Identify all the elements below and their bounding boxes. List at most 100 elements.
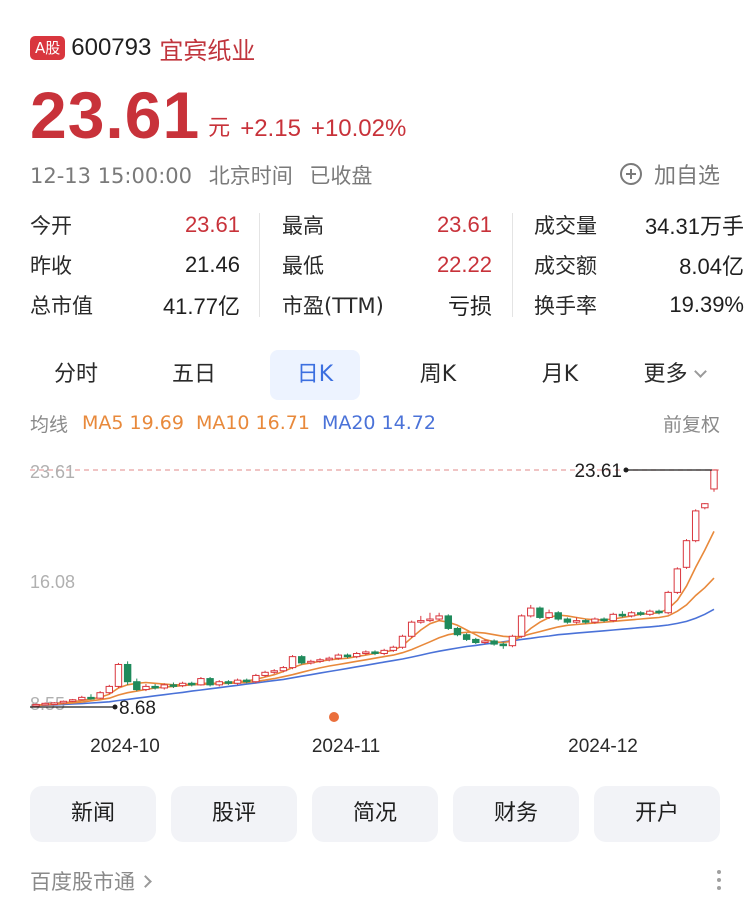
y-tick-label: 23.61: [30, 462, 75, 482]
candle-body: [517, 615, 526, 637]
stat-row: 最低 22.22: [282, 245, 492, 285]
candle-body: [59, 700, 68, 704]
price-change: +2.15: [240, 115, 301, 142]
tab-5[interactable]: 更多: [628, 350, 720, 400]
candle-body: [105, 685, 114, 694]
candle-body: [655, 610, 663, 614]
footer-label: 百度股市通: [30, 870, 135, 894]
candle-body: [591, 618, 599, 623]
candle-body: [600, 618, 608, 622]
candle-body: [160, 684, 168, 689]
candle-body: [407, 621, 416, 637]
price-unit: 元: [208, 116, 231, 141]
candle-body: [701, 503, 709, 509]
y-tick-label: 16.08: [30, 572, 75, 592]
tab-1[interactable]: 五日: [148, 350, 240, 400]
candle-body: [142, 685, 150, 691]
footer-link[interactable]: 百度股市通: [30, 866, 152, 896]
candle-body: [68, 699, 77, 702]
low-marker-label: 8.68: [119, 698, 156, 719]
stat-label: 昨收: [30, 254, 72, 278]
open-account-button[interactable]: 开户: [594, 786, 720, 842]
tab-3[interactable]: 周K: [392, 350, 484, 400]
stat-value: 34.31万手: [644, 214, 744, 239]
candle-body: [627, 612, 636, 617]
market-state: 已收盘: [309, 164, 373, 188]
candle-body: [233, 679, 242, 684]
tab-4[interactable]: 月K: [514, 350, 606, 400]
tab-2[interactable]: 日K: [270, 350, 360, 400]
candle-body: [618, 613, 627, 617]
candle-body: [472, 638, 480, 644]
stats-column: 今开 23.61 昨收 21.46 总市值 41.77亿: [30, 205, 240, 325]
candlestick-chart[interactable]: 23.6116.088.5523.618.682024-102024-11202…: [0, 450, 750, 770]
candle-body: [682, 540, 691, 568]
price-adjust-toggle[interactable]: 前复权: [662, 413, 720, 436]
candle-body: [417, 620, 425, 623]
current-price: 23.61: [30, 78, 201, 152]
candle-body: [499, 643, 507, 647]
candle-body: [453, 627, 462, 636]
tab-label: 分时: [53, 362, 98, 387]
tab-label: 月K: [541, 362, 579, 387]
news-button[interactable]: 新闻: [30, 786, 156, 842]
candle-body: [224, 681, 233, 684]
tab-label: 日K: [296, 362, 334, 387]
ma-legend: 均线 MA5 19.69 MA10 16.71 MA20 14.72 前复权: [30, 410, 720, 436]
candle-body: [481, 640, 489, 644]
candle-body: [664, 591, 672, 614]
quote-row: 23.61 元 +2.15 +10.02%: [30, 80, 406, 150]
stats-divider: [259, 213, 260, 317]
finance-button[interactable]: 财务: [453, 786, 579, 842]
candle-body: [178, 682, 187, 687]
candle-body: [462, 634, 471, 640]
candle-body: [444, 615, 453, 629]
candle-body: [545, 612, 553, 618]
candle-body: [252, 674, 260, 683]
candle-body: [572, 620, 581, 623]
candle-body: [133, 681, 141, 691]
high-marker-label: 23.61: [574, 461, 622, 482]
candle-body: [563, 618, 572, 623]
candle-body: [334, 654, 343, 659]
candle-body: [50, 702, 59, 705]
candle-body: [362, 651, 370, 655]
tab-0[interactable]: 分时: [30, 350, 122, 400]
candle-body: [426, 618, 434, 622]
candle-body: [673, 568, 682, 593]
stock-name: 宜宾纸业: [159, 36, 256, 65]
ma-label: 均线: [30, 413, 69, 436]
candle-body: [352, 653, 361, 658]
stat-row: 成交量 34.31万手: [534, 205, 744, 245]
high-marker-dot: [623, 467, 629, 473]
candle-body: [215, 681, 223, 686]
stat-value: 41.77亿: [162, 294, 240, 319]
chevron-right-icon: [139, 874, 152, 888]
add-watchlist-button[interactable]: 加自选: [619, 158, 720, 190]
stat-row: 市盈(TTM) 亏损: [282, 285, 492, 325]
candle-body: [554, 612, 562, 620]
candle-body: [343, 654, 352, 658]
stat-value: 21.46: [184, 252, 240, 277]
candle-body: [316, 659, 324, 662]
stat-row: 昨收 21.46: [30, 245, 240, 285]
profile-button[interactable]: 简况: [312, 786, 438, 842]
candle-body: [288, 656, 297, 669]
candle-body: [609, 613, 617, 622]
candle-body: [710, 469, 718, 490]
candle-body: [169, 684, 178, 687]
add-watchlist-label: 加自选: [653, 164, 720, 189]
chart-period-tabs: 分时 五日 日K 周K 月K 更多: [30, 350, 720, 400]
tab-label: 五日: [171, 362, 216, 387]
timezone-label: 北京时间: [208, 164, 293, 188]
more-icon[interactable]: [716, 870, 722, 892]
x-tick-label: 2024-12: [568, 736, 638, 757]
stat-label: 今开: [30, 214, 72, 238]
candle-body: [508, 635, 517, 647]
stat-label: 最低: [282, 254, 324, 278]
comments-button[interactable]: 股评: [171, 786, 297, 842]
x-tick-label: 2024-11: [312, 736, 380, 757]
price-change-pct: +10.02%: [310, 115, 407, 142]
candle-body: [691, 510, 700, 542]
quote-time: 12-13 15:00:00: [30, 164, 193, 188]
